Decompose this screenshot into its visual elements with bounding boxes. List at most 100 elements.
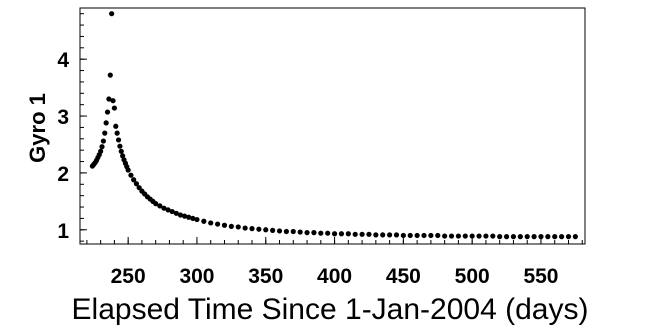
data-point bbox=[221, 222, 228, 228]
data-point bbox=[186, 214, 192, 220]
data-point bbox=[115, 137, 122, 143]
data-point bbox=[133, 181, 140, 187]
data-point bbox=[545, 234, 551, 240]
data-point bbox=[128, 172, 134, 178]
data-point bbox=[476, 233, 482, 239]
y-tick-label: 4 bbox=[57, 49, 69, 72]
data-point bbox=[524, 234, 530, 240]
data-point bbox=[113, 123, 119, 129]
data-point bbox=[407, 232, 413, 239]
data-point bbox=[263, 227, 269, 233]
data-point bbox=[538, 234, 544, 240]
data-point bbox=[102, 130, 108, 136]
data-point bbox=[270, 227, 276, 233]
data-point bbox=[103, 120, 109, 126]
data-point bbox=[331, 231, 338, 237]
data-point bbox=[177, 212, 184, 218]
data-point bbox=[469, 233, 475, 239]
y-axis-title: Gyro 1 bbox=[25, 93, 50, 163]
data-point bbox=[366, 231, 372, 237]
data-point bbox=[559, 234, 565, 240]
data-point bbox=[483, 233, 489, 239]
data-point bbox=[201, 218, 207, 224]
data-point bbox=[283, 228, 290, 235]
data-point bbox=[169, 208, 175, 215]
data-point bbox=[359, 231, 365, 237]
data-point bbox=[99, 144, 105, 150]
data-point bbox=[125, 167, 131, 173]
data-point bbox=[428, 232, 434, 239]
data-point bbox=[387, 232, 393, 238]
data-point bbox=[110, 98, 116, 104]
y-tick-label: 1 bbox=[57, 220, 69, 243]
data-point bbox=[297, 229, 303, 235]
data-point bbox=[104, 109, 111, 115]
data-point bbox=[490, 233, 496, 239]
data-point bbox=[181, 213, 188, 219]
data-point bbox=[531, 234, 537, 240]
plot-frame bbox=[79, 7, 586, 245]
data-point bbox=[304, 230, 310, 236]
data-point bbox=[572, 234, 578, 240]
x-tick-label: 400 bbox=[317, 265, 352, 288]
data-point bbox=[393, 232, 400, 238]
data-point bbox=[242, 225, 248, 231]
x-tick-label: 500 bbox=[455, 265, 490, 288]
data-point bbox=[215, 221, 221, 227]
y-tick-label: 3 bbox=[57, 106, 69, 129]
data-point bbox=[318, 230, 324, 236]
data-point bbox=[98, 148, 104, 154]
data-point bbox=[173, 210, 179, 216]
data-point bbox=[208, 220, 214, 226]
data-points bbox=[89, 11, 578, 240]
data-point bbox=[190, 215, 196, 222]
data-point bbox=[414, 232, 420, 239]
data-point bbox=[109, 11, 115, 17]
data-point bbox=[249, 226, 255, 232]
data-point bbox=[161, 205, 167, 211]
data-point bbox=[352, 231, 358, 237]
data-point bbox=[106, 96, 112, 102]
data-point bbox=[517, 234, 523, 240]
data-point bbox=[400, 232, 406, 239]
data-point bbox=[256, 226, 262, 232]
x-axis-title: Elapsed Time Since 1-Jan-2004 (days) bbox=[72, 293, 589, 326]
data-point bbox=[435, 232, 441, 239]
data-point bbox=[565, 234, 572, 240]
data-point bbox=[228, 223, 234, 229]
data-point bbox=[165, 207, 171, 213]
data-point bbox=[107, 72, 113, 78]
data-point bbox=[157, 203, 163, 209]
data-point bbox=[118, 148, 124, 154]
data-point bbox=[100, 138, 106, 144]
data-point bbox=[503, 234, 510, 240]
x-tick-label: 550 bbox=[523, 265, 558, 288]
data-point bbox=[120, 153, 126, 159]
x-tick-label: 450 bbox=[386, 265, 421, 288]
data-point bbox=[153, 201, 159, 207]
data-point bbox=[338, 231, 345, 237]
data-point bbox=[276, 228, 283, 234]
x-axis-ticks: 250 300 350 400 450 500 550 bbox=[86, 237, 583, 288]
x-tick-label: 250 bbox=[111, 265, 146, 288]
data-point bbox=[114, 130, 120, 136]
x-tick-label: 300 bbox=[179, 265, 214, 288]
data-point bbox=[235, 224, 241, 230]
x-tick-label: 350 bbox=[248, 265, 283, 288]
y-tick-label: 2 bbox=[57, 163, 69, 186]
data-point bbox=[117, 143, 123, 149]
data-point bbox=[497, 234, 503, 240]
data-point bbox=[325, 230, 331, 236]
data-point bbox=[380, 232, 386, 238]
data-point bbox=[462, 233, 468, 239]
data-point bbox=[111, 105, 118, 111]
data-point bbox=[442, 233, 448, 239]
data-point bbox=[131, 177, 137, 183]
data-point bbox=[311, 230, 317, 236]
data-point bbox=[194, 216, 200, 223]
y-axis-ticks: 1 2 3 4 bbox=[57, 13, 87, 243]
data-point bbox=[455, 233, 462, 239]
data-point bbox=[345, 231, 351, 237]
data-point bbox=[552, 234, 558, 240]
